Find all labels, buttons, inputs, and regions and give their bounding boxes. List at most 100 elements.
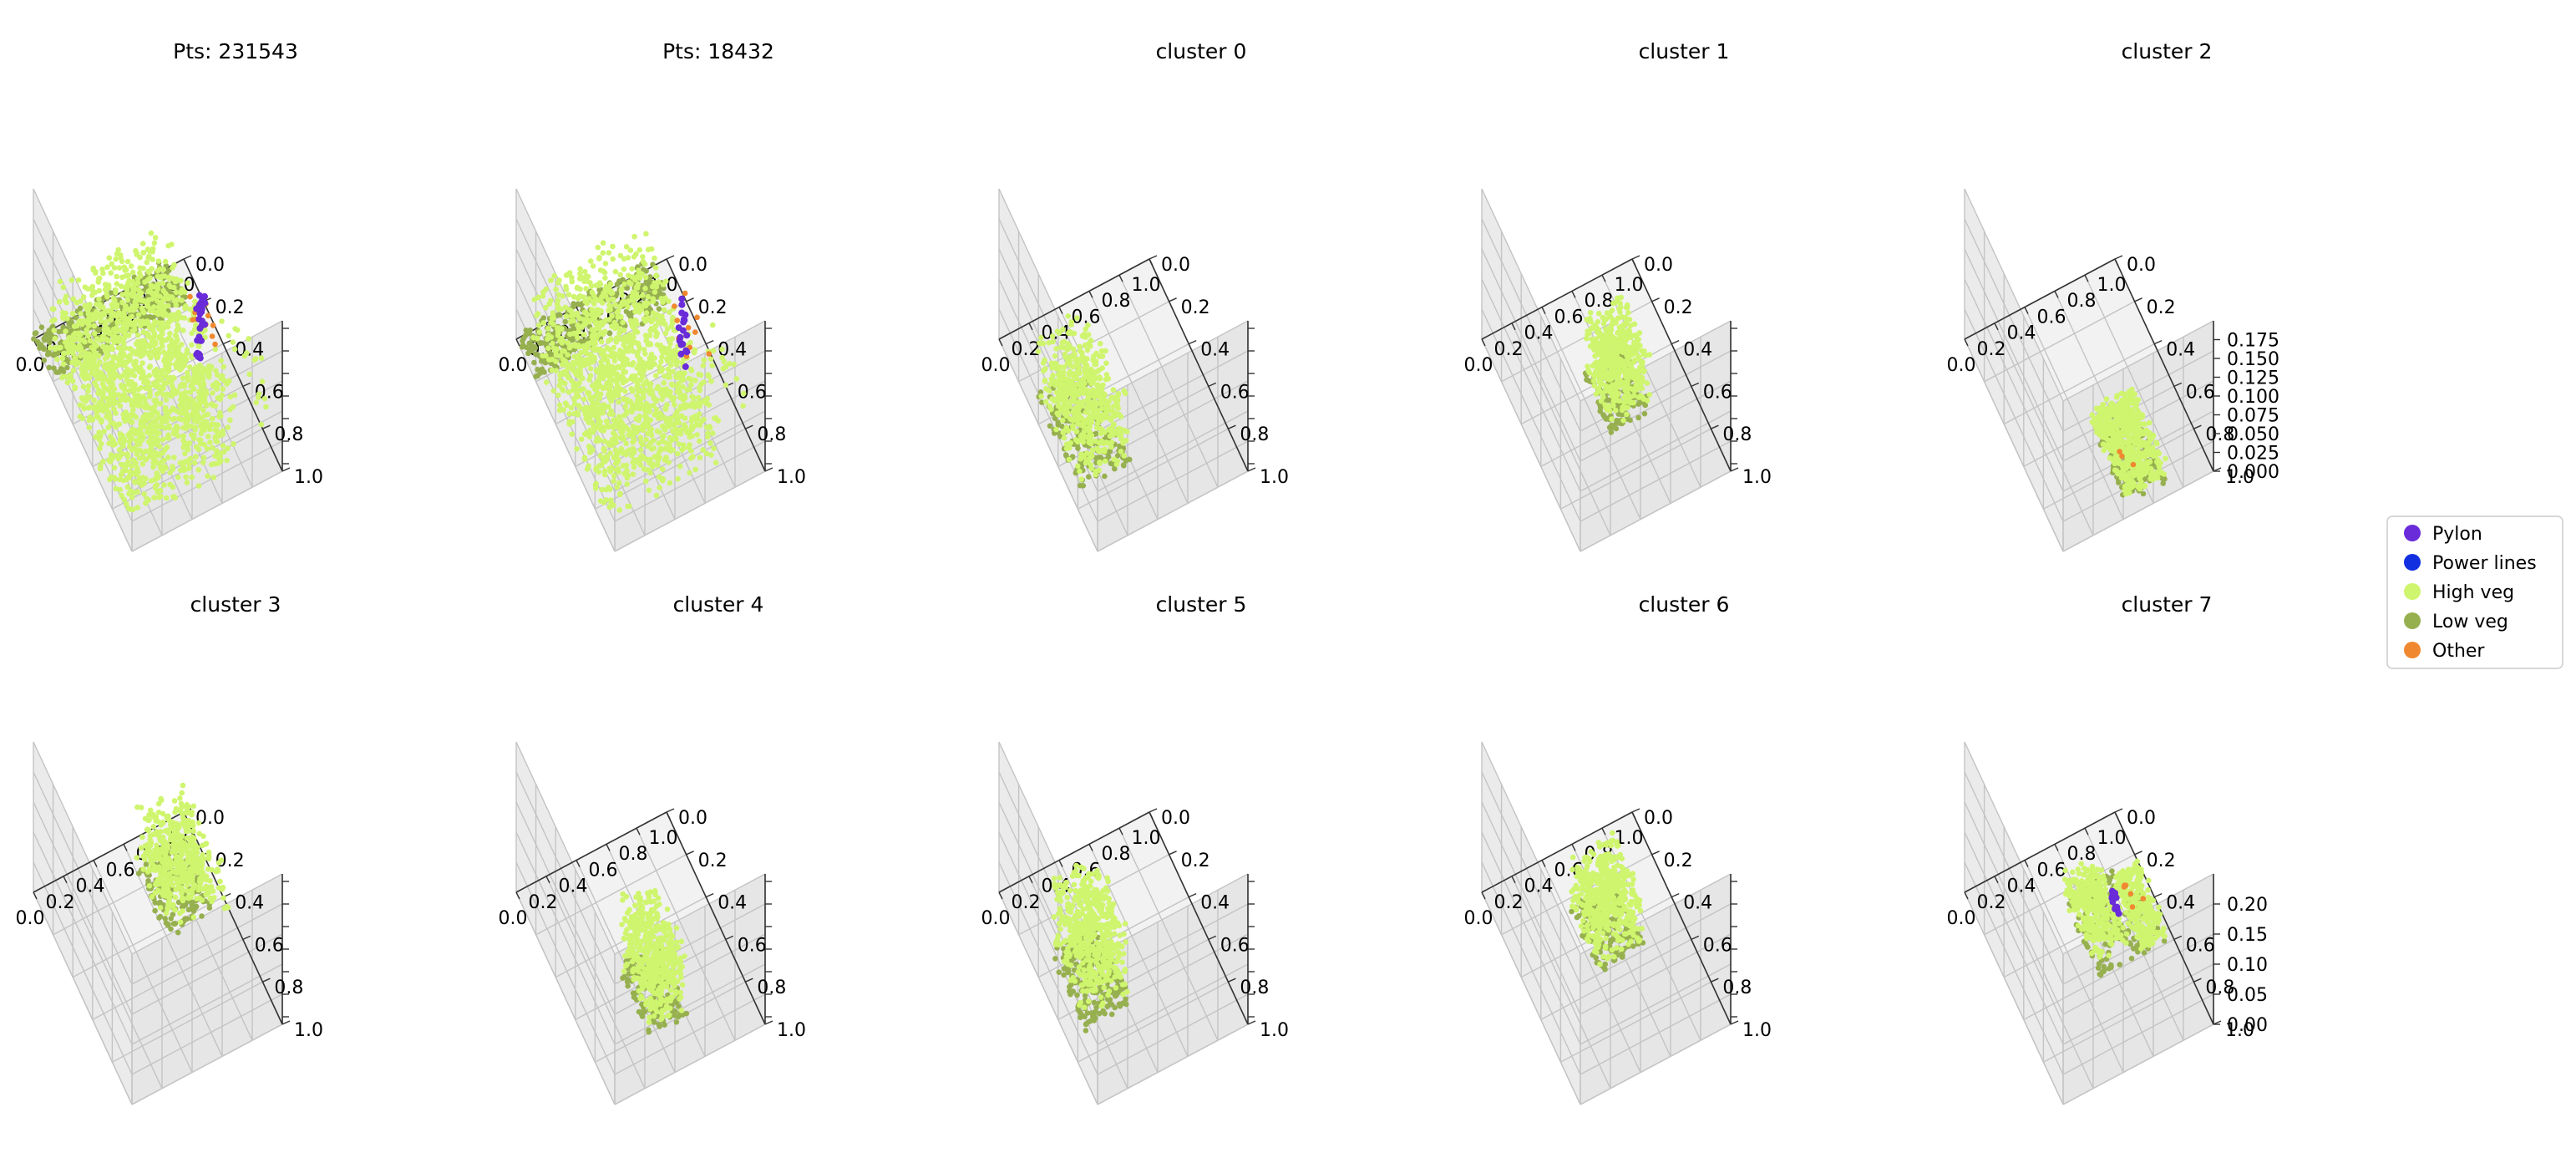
point-high-veg (142, 424, 148, 430)
point-high-veg (129, 369, 134, 376)
point-high-veg (1098, 430, 1104, 437)
point-high-veg (196, 343, 202, 349)
point-high-veg (1057, 364, 1063, 370)
point-high-veg (51, 328, 58, 333)
point-high-veg (152, 476, 158, 483)
point-high-veg (580, 375, 586, 382)
point-high-veg (682, 424, 688, 430)
point-high-veg (208, 363, 215, 370)
point-high-veg (545, 345, 551, 352)
point-high-veg (597, 267, 604, 273)
point-high-veg (645, 293, 652, 300)
point-high-veg (104, 414, 109, 419)
point-high-veg (124, 484, 130, 490)
point-high-veg (102, 322, 109, 328)
point-high-veg (180, 353, 186, 359)
point-high-veg (647, 355, 653, 361)
point-high-veg (115, 421, 122, 428)
point-high-veg (60, 284, 67, 291)
point-high-veg (1108, 439, 1115, 445)
point-high-veg (664, 326, 671, 333)
point-high-veg (619, 292, 626, 298)
point-high-veg (185, 280, 191, 286)
point-high-veg (677, 394, 683, 401)
point-high-veg (119, 274, 125, 281)
point-high-veg (546, 357, 552, 363)
point-high-veg (666, 345, 672, 352)
point-high-veg (609, 290, 616, 297)
point-high-veg (560, 357, 566, 363)
point-high-veg (86, 322, 92, 328)
point-high-veg (626, 279, 632, 286)
point-high-veg (183, 357, 190, 363)
point-high-veg (667, 374, 672, 380)
y-tick-label: 0.4 (1683, 340, 1712, 361)
panel-title: cluster 0 (1156, 39, 1247, 63)
point-high-veg (155, 281, 162, 287)
point-high-veg (114, 320, 120, 327)
y-tick-label: 0.2 (216, 297, 245, 318)
point-high-veg (126, 388, 132, 394)
point-pylon (198, 337, 205, 344)
point-high-veg (573, 371, 579, 378)
point-high-veg (564, 363, 570, 369)
point-high-veg (1078, 422, 1085, 429)
point-high-veg (697, 438, 702, 444)
point-high-veg (643, 310, 650, 316)
point-high-veg (712, 460, 719, 466)
point-high-veg (204, 445, 210, 452)
point-high-veg (69, 311, 76, 317)
point-high-veg (165, 455, 171, 460)
point-high-veg (213, 438, 220, 444)
point-high-veg (200, 365, 206, 372)
point-high-veg (591, 411, 598, 418)
point-high-veg (191, 366, 198, 372)
point-high-veg (600, 250, 606, 256)
point-high-veg (707, 440, 713, 446)
y-tick-mark (262, 424, 271, 429)
point-high-veg (56, 299, 63, 305)
point-high-veg (668, 381, 675, 388)
point-high-veg (109, 381, 116, 388)
point-high-veg (49, 317, 55, 324)
point-high-veg (78, 348, 84, 354)
point-high-veg (144, 259, 150, 266)
point-high-veg (1042, 357, 1047, 363)
point-high-veg (1037, 340, 1042, 347)
point-high-veg (626, 361, 632, 368)
point-high-veg (697, 455, 703, 461)
point-high-veg (626, 348, 631, 354)
point-high-veg (705, 372, 712, 378)
point-high-veg (251, 357, 258, 363)
point-low-veg (68, 319, 75, 326)
point-high-veg (669, 320, 676, 326)
point-high-veg (124, 287, 130, 292)
point-high-veg (540, 353, 545, 359)
point-high-veg (1066, 456, 1072, 463)
point-high-veg (631, 334, 636, 341)
x-tick-label: 0.4 (1524, 323, 1554, 344)
point-high-veg (127, 469, 134, 475)
point-high-veg (574, 409, 581, 416)
point-high-veg (102, 282, 109, 287)
point-high-veg (136, 319, 143, 326)
point-high-veg (1052, 380, 1057, 386)
x-tick-mark (183, 258, 188, 267)
point-low-veg (1584, 377, 1590, 383)
point-high-veg (195, 446, 202, 453)
point-high-veg (576, 343, 581, 348)
x-tick-label: 0.0 (499, 355, 528, 376)
point-high-veg (682, 415, 688, 422)
point-high-veg (1090, 410, 1097, 417)
point-high-veg (157, 444, 163, 449)
point-high-veg (182, 440, 189, 446)
point-high-veg (137, 447, 143, 454)
point-high-veg (121, 496, 127, 503)
point-high-veg (110, 337, 117, 343)
point-high-veg (596, 410, 602, 417)
x-tick-label: 0.8 (1585, 291, 1614, 312)
point-high-veg (549, 315, 555, 322)
point-high-veg (602, 287, 609, 292)
point-high-veg (671, 394, 677, 401)
point-high-veg (68, 277, 75, 283)
